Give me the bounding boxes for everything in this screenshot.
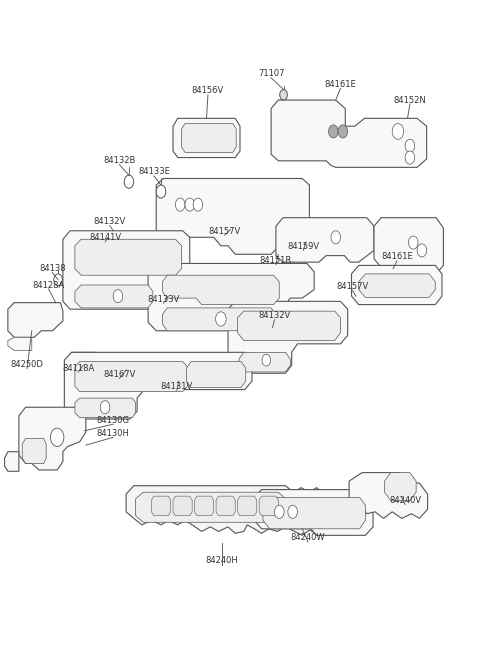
- Text: 84151R: 84151R: [260, 256, 292, 265]
- Text: 84157V: 84157V: [208, 227, 241, 236]
- Polygon shape: [4, 452, 19, 472]
- Text: 84131V: 84131V: [161, 382, 193, 391]
- Circle shape: [50, 428, 64, 447]
- Polygon shape: [75, 239, 181, 275]
- Circle shape: [262, 354, 271, 366]
- Polygon shape: [67, 352, 101, 379]
- Polygon shape: [384, 473, 416, 500]
- Text: 84130H: 84130H: [97, 429, 130, 438]
- Polygon shape: [228, 301, 348, 373]
- Circle shape: [417, 244, 427, 257]
- Circle shape: [193, 198, 203, 211]
- Circle shape: [185, 198, 194, 211]
- Polygon shape: [194, 496, 214, 515]
- Circle shape: [156, 185, 166, 198]
- Polygon shape: [19, 407, 86, 470]
- Text: 84128A: 84128A: [33, 280, 65, 290]
- Circle shape: [280, 90, 288, 100]
- Polygon shape: [75, 362, 187, 392]
- Polygon shape: [8, 337, 32, 350]
- Polygon shape: [63, 231, 190, 309]
- Circle shape: [54, 274, 62, 286]
- Circle shape: [113, 290, 123, 303]
- Text: 84156V: 84156V: [192, 86, 224, 96]
- Circle shape: [175, 198, 185, 211]
- Polygon shape: [126, 485, 323, 535]
- Polygon shape: [181, 124, 236, 153]
- Polygon shape: [238, 311, 340, 341]
- Polygon shape: [136, 492, 286, 522]
- Polygon shape: [186, 362, 246, 388]
- Circle shape: [405, 140, 415, 153]
- Polygon shape: [162, 275, 279, 305]
- Circle shape: [405, 151, 415, 164]
- Circle shape: [328, 125, 338, 138]
- Circle shape: [392, 124, 404, 140]
- Text: 84240H: 84240H: [205, 556, 238, 565]
- Text: 84132V: 84132V: [94, 217, 126, 226]
- Polygon shape: [152, 496, 170, 515]
- Text: 84250D: 84250D: [11, 360, 44, 369]
- Text: 71107: 71107: [258, 69, 284, 79]
- Polygon shape: [162, 308, 276, 331]
- Polygon shape: [254, 489, 373, 535]
- Circle shape: [288, 505, 298, 518]
- Circle shape: [408, 236, 418, 249]
- Polygon shape: [156, 178, 310, 254]
- Polygon shape: [374, 217, 444, 274]
- Polygon shape: [75, 285, 153, 308]
- Polygon shape: [148, 263, 314, 331]
- Circle shape: [216, 312, 226, 326]
- Text: 84157V: 84157V: [336, 282, 369, 291]
- Text: 84159V: 84159V: [287, 242, 319, 251]
- Text: 84132V: 84132V: [258, 311, 290, 320]
- Text: 84240V: 84240V: [389, 496, 421, 505]
- Polygon shape: [349, 473, 428, 518]
- Polygon shape: [8, 303, 63, 337]
- Text: 84133V: 84133V: [147, 295, 180, 304]
- Text: 84152N: 84152N: [394, 96, 426, 105]
- Polygon shape: [239, 352, 290, 372]
- Circle shape: [338, 125, 348, 138]
- Polygon shape: [64, 352, 252, 419]
- Polygon shape: [173, 119, 240, 158]
- Text: 84161E: 84161E: [324, 80, 356, 89]
- Text: 84138: 84138: [39, 264, 66, 273]
- Polygon shape: [351, 265, 442, 305]
- Text: 84130G: 84130G: [96, 416, 130, 425]
- Polygon shape: [22, 439, 46, 464]
- Polygon shape: [75, 398, 136, 418]
- Polygon shape: [359, 274, 435, 297]
- Circle shape: [331, 231, 340, 244]
- Text: 84141V: 84141V: [89, 233, 121, 242]
- Polygon shape: [276, 217, 374, 262]
- Text: 84240W: 84240W: [291, 533, 325, 542]
- Polygon shape: [259, 496, 278, 515]
- Text: 84161E: 84161E: [381, 252, 413, 261]
- Text: 84132B: 84132B: [103, 157, 135, 165]
- Text: 84133E: 84133E: [138, 168, 170, 176]
- Polygon shape: [263, 497, 365, 529]
- Polygon shape: [271, 100, 427, 168]
- Text: 84118A: 84118A: [62, 364, 95, 373]
- Polygon shape: [238, 496, 257, 515]
- Circle shape: [100, 401, 110, 414]
- Text: 84167V: 84167V: [103, 370, 135, 379]
- Circle shape: [275, 505, 284, 518]
- Circle shape: [124, 175, 134, 188]
- Polygon shape: [173, 496, 192, 515]
- Polygon shape: [216, 496, 235, 515]
